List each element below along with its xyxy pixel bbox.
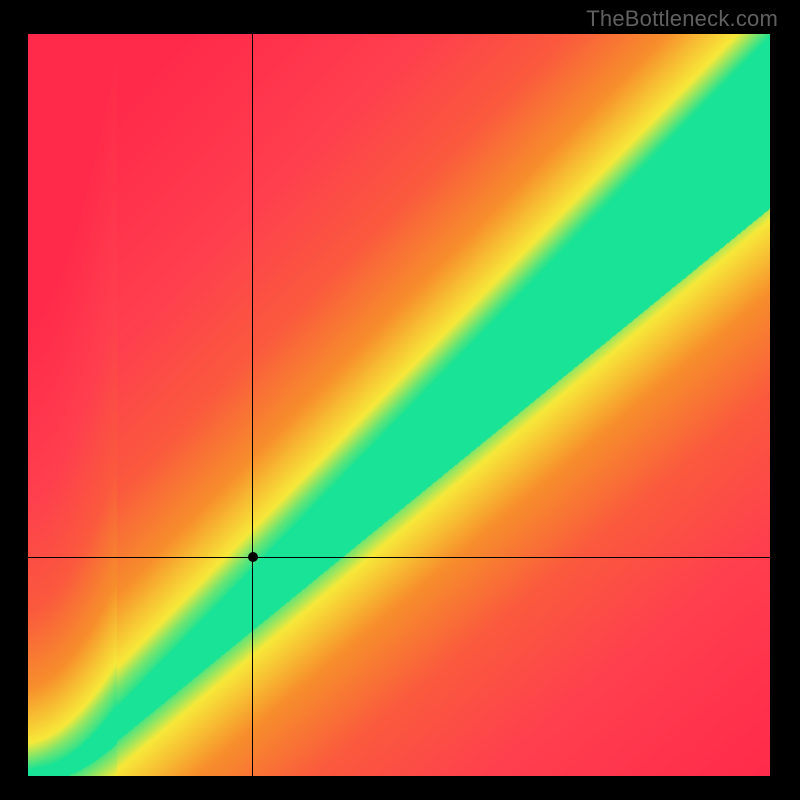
crosshair-horizontal	[28, 557, 770, 558]
crosshair-vertical	[252, 34, 253, 776]
plot-frame	[28, 34, 770, 776]
heatmap-canvas	[28, 34, 770, 776]
crosshair-point	[248, 552, 258, 562]
chart-container: TheBottleneck.com	[0, 0, 800, 800]
watermark-text: TheBottleneck.com	[586, 6, 778, 32]
